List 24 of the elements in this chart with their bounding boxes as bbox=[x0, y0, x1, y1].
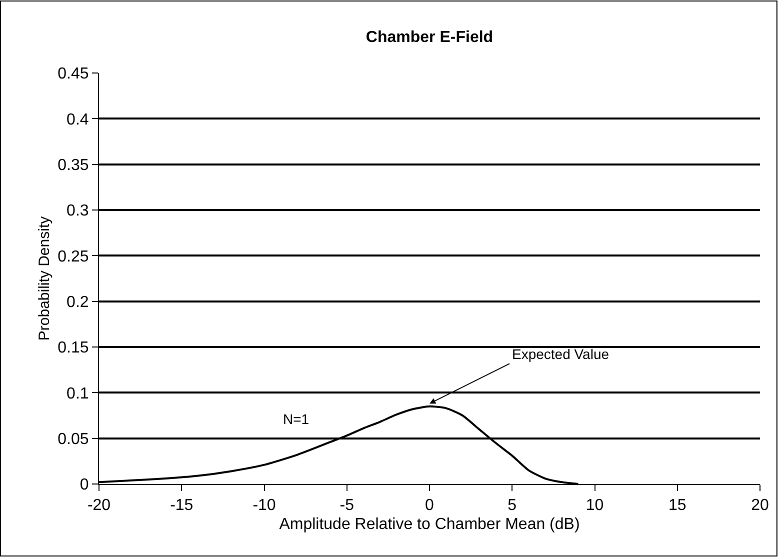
y-tick-label: 0.1 bbox=[66, 385, 89, 402]
x-axis-title: Amplitude Relative to Chamber Mean (dB) bbox=[279, 516, 580, 533]
x-tick-label: 0 bbox=[425, 497, 434, 514]
annotation: Expected Value bbox=[512, 346, 610, 362]
x-tick-label: 10 bbox=[586, 497, 604, 514]
y-tick-label: 0.3 bbox=[66, 202, 89, 220]
y-tick-label: 0.45 bbox=[58, 66, 89, 83]
x-tick-label: -10 bbox=[252, 497, 276, 514]
y-tick-label: 0.25 bbox=[58, 248, 89, 266]
x-tick-label: -5 bbox=[340, 497, 354, 514]
chart-title: Chamber E-Field bbox=[366, 28, 494, 46]
y-tick-label: 0.05 bbox=[58, 430, 89, 448]
x-tick-label: 15 bbox=[668, 497, 686, 514]
x-tick-label: -15 bbox=[170, 497, 194, 514]
x-tick-label: 20 bbox=[751, 497, 769, 514]
y-tick-label: 0 bbox=[80, 476, 89, 494]
y-tick-label: 0.2 bbox=[66, 294, 89, 311]
y-tick-label: 0.4 bbox=[66, 111, 89, 128]
x-tick-label: -20 bbox=[87, 497, 111, 514]
series-label: N=1 bbox=[283, 411, 310, 427]
y-tick-label: 0.35 bbox=[58, 156, 89, 174]
x-tick-label: 5 bbox=[508, 497, 517, 514]
y-tick-label: 0.15 bbox=[58, 340, 89, 357]
y-axis-title: Probability Density bbox=[36, 216, 53, 341]
